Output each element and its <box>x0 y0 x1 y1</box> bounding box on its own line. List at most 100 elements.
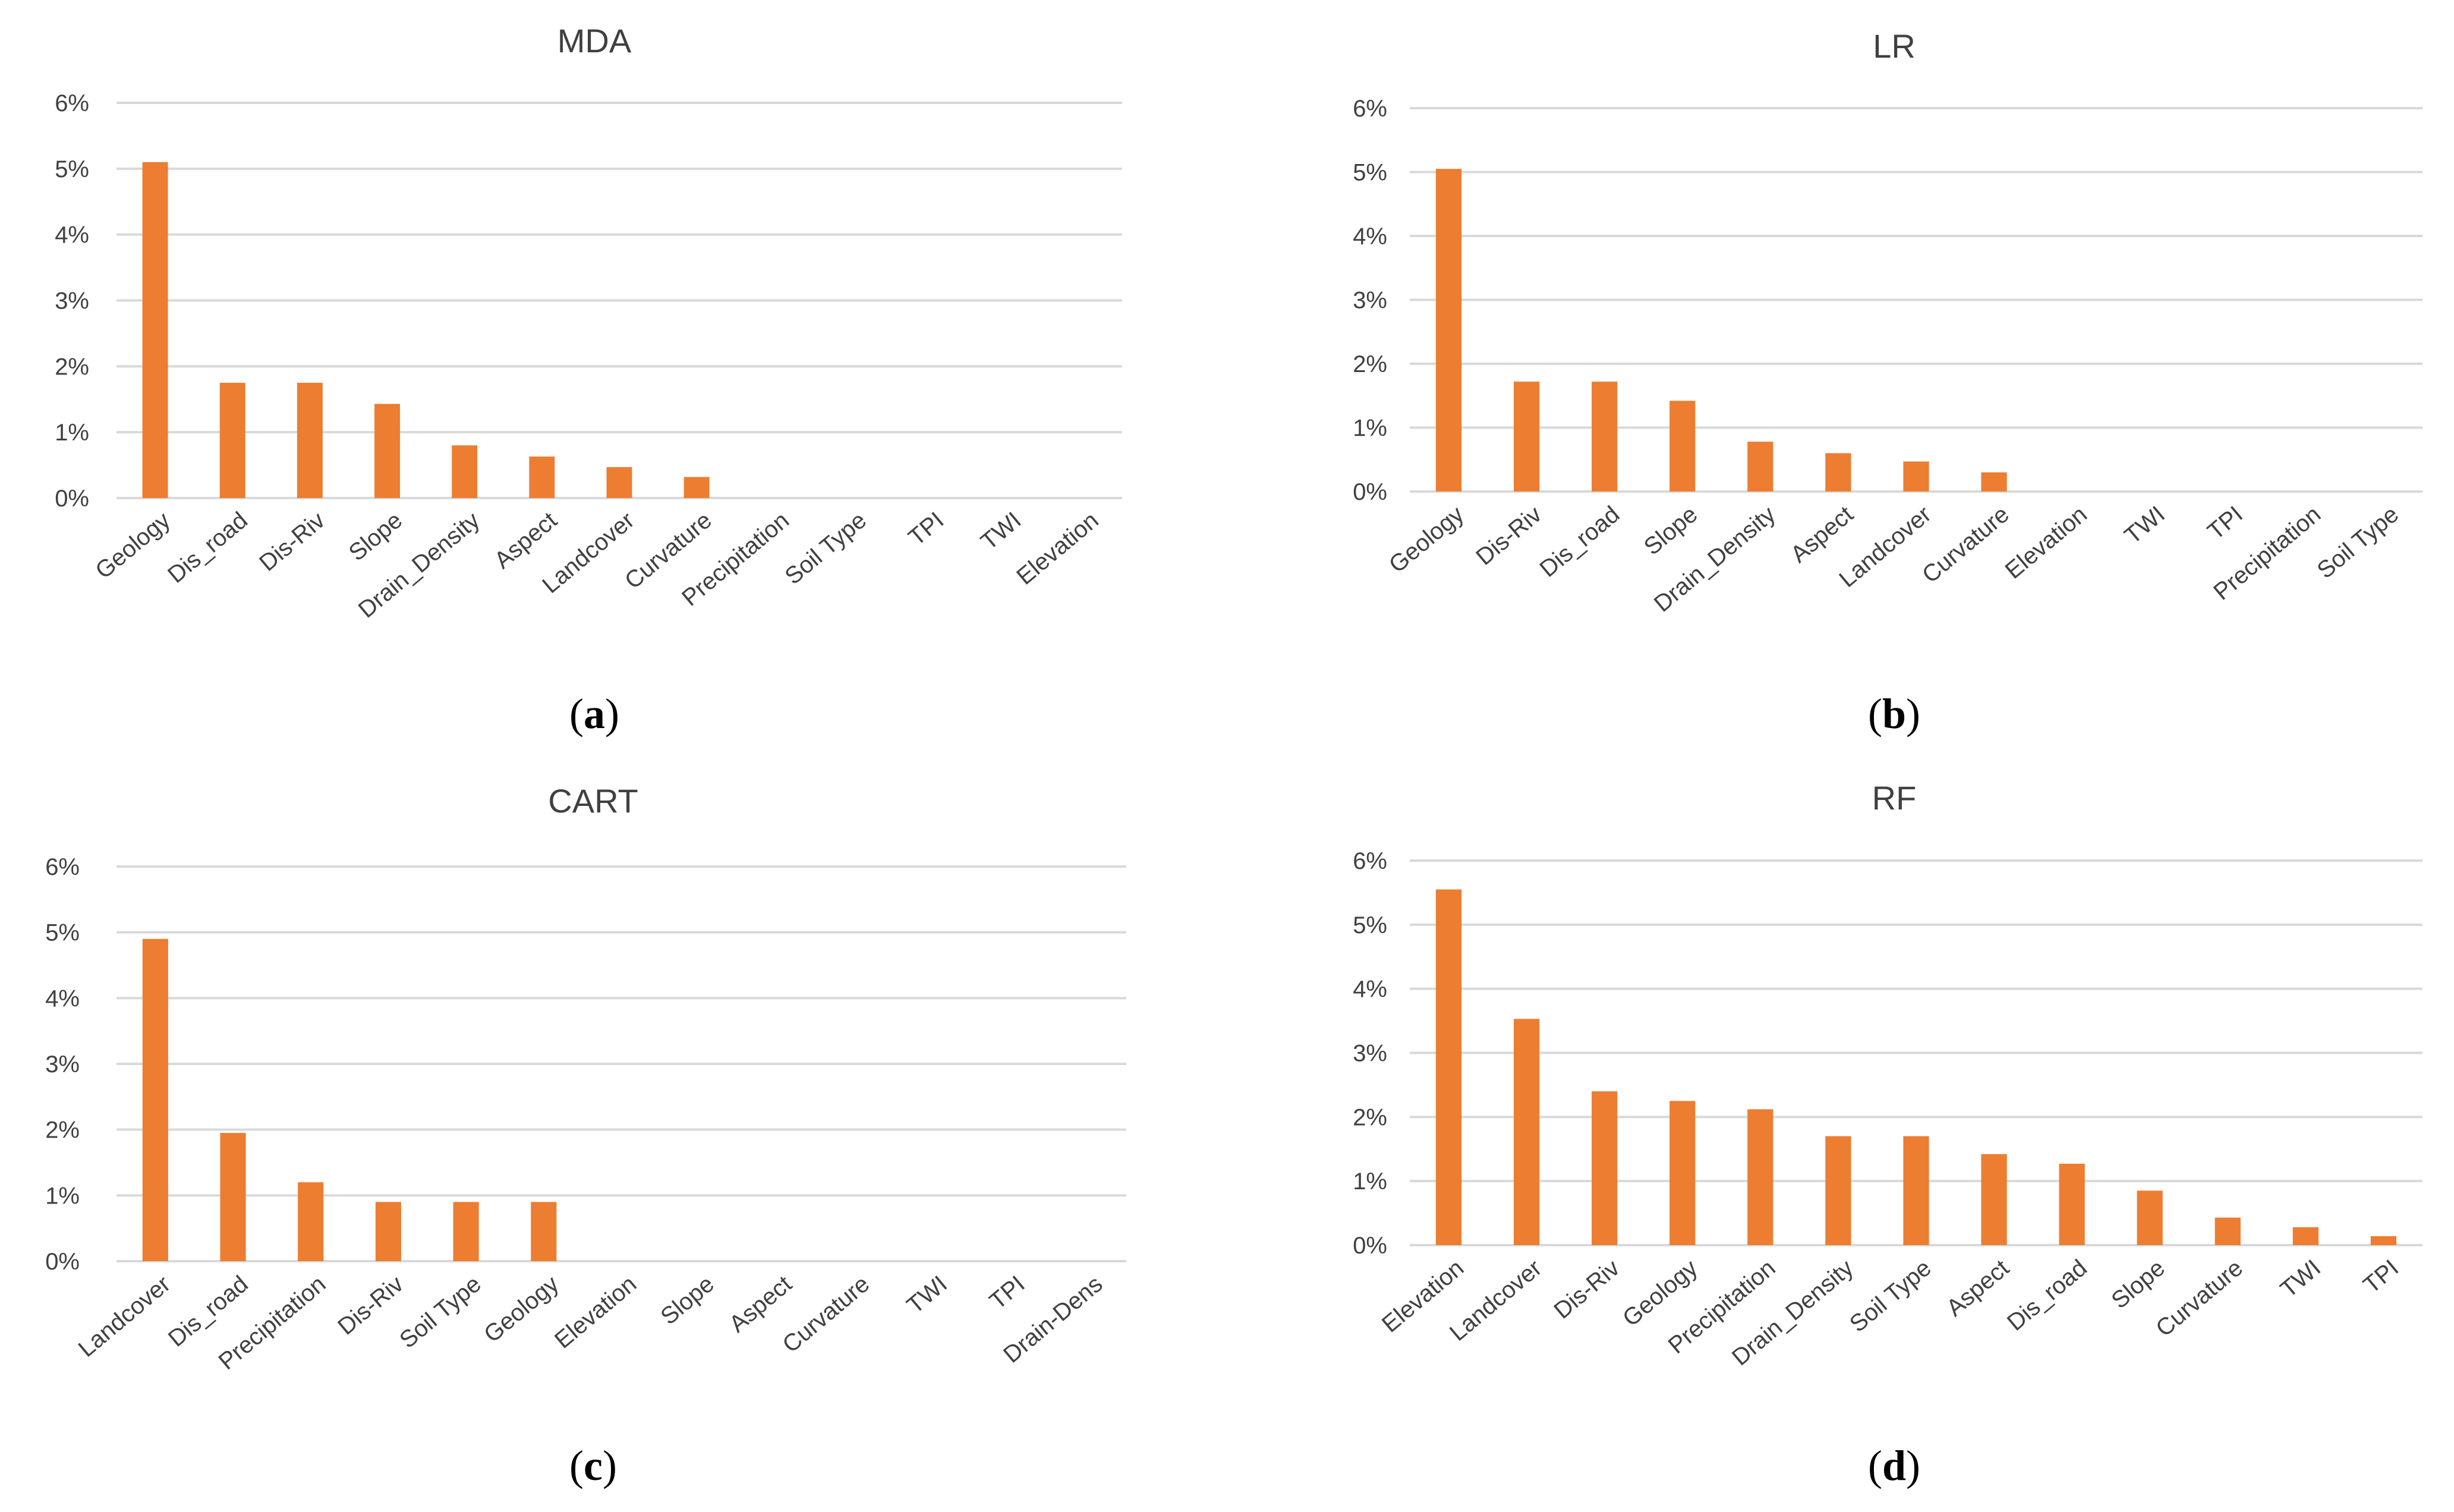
bar <box>298 1182 324 1261</box>
x-tick-label: Landcover <box>74 1271 175 1362</box>
x-tick-label: Curvature <box>1917 501 2014 588</box>
bar <box>1592 382 1618 492</box>
bar <box>2292 1227 2319 1245</box>
bar <box>531 1202 557 1261</box>
bar <box>142 162 168 498</box>
x-tick-label: Curvature <box>778 1271 875 1358</box>
y-tick-label: 2% <box>55 354 89 380</box>
y-tick-label: 0% <box>1353 479 1387 505</box>
x-tick-label: Dis_road <box>163 507 253 588</box>
x-tick-label: TPI <box>985 1271 1030 1315</box>
x-tick-label: Dis-Riv <box>1549 1255 1624 1324</box>
y-tick-label: 4% <box>55 222 89 248</box>
panel-label: (c) <box>569 1442 617 1489</box>
bar <box>1981 1154 2007 1245</box>
bar <box>1669 1101 1696 1245</box>
x-tick-label: Slope <box>1639 501 1703 560</box>
y-tick-label: 3% <box>45 1051 80 1078</box>
y-tick-label: 3% <box>1353 1041 1387 1067</box>
bar <box>374 404 401 498</box>
x-tick-label: Elevation <box>550 1271 641 1353</box>
x-tick-label: Slope <box>344 507 408 566</box>
x-tick-label: Soil Type <box>780 507 871 590</box>
bar <box>1435 169 1462 492</box>
bar <box>375 1202 401 1261</box>
bar <box>1747 442 1773 492</box>
x-tick-label: Dis-Riv <box>254 507 330 577</box>
y-tick-label: 1% <box>1353 415 1387 442</box>
panel-label: (a) <box>569 690 619 738</box>
y-tick-label: 1% <box>45 1183 80 1209</box>
x-tick-label: Aspect <box>490 507 562 574</box>
x-tick-label: Dis-Riv <box>1471 501 1546 571</box>
chart-title: LR <box>1873 27 1916 65</box>
panel-label: (d) <box>1868 1442 1920 1489</box>
x-tick-label: Geology <box>479 1271 563 1347</box>
bar <box>220 1133 246 1261</box>
y-tick-label: 1% <box>55 420 89 446</box>
x-tick-label: TWI <box>976 507 1026 555</box>
x-tick-label: Elevation <box>2001 501 2092 584</box>
bar <box>452 445 478 498</box>
x-tick-label: Curvature <box>2151 1255 2248 1342</box>
bar <box>683 477 710 498</box>
x-tick-label: Aspect <box>1942 1255 2014 1321</box>
y-tick-label: 4% <box>1353 976 1387 1003</box>
y-tick-label: 0% <box>1353 1233 1387 1259</box>
y-tick-label: 0% <box>45 1249 80 1275</box>
y-tick-label: 3% <box>55 288 89 314</box>
bar <box>1513 382 1540 492</box>
y-tick-label: 3% <box>1353 288 1387 314</box>
y-tick-label: 1% <box>1353 1168 1387 1195</box>
x-tick-label: TWI <box>902 1271 952 1319</box>
bar <box>2214 1217 2241 1245</box>
bar <box>606 467 632 498</box>
y-tick-label: 4% <box>45 985 80 1012</box>
x-tick-label: Slope <box>656 1271 719 1330</box>
bar <box>1592 1091 1618 1245</box>
y-tick-label: 6% <box>1353 96 1387 122</box>
x-tick-label: Aspect <box>724 1271 797 1337</box>
x-tick-label: TPI <box>2203 501 2248 545</box>
y-tick-label: 2% <box>1353 1104 1387 1130</box>
x-tick-label: TWI <box>2276 1255 2326 1303</box>
x-tick-label: TWI <box>2120 501 2170 549</box>
x-tick-label: Dis_road <box>1535 501 1625 582</box>
y-tick-label: 6% <box>45 854 80 880</box>
bar <box>2059 1164 2085 1245</box>
x-tick-label: Dis_road <box>2002 1255 2092 1336</box>
y-tick-label: 0% <box>55 486 89 512</box>
bar <box>142 938 168 1261</box>
x-tick-label: TPI <box>903 507 949 551</box>
x-tick-label: Soil Type <box>395 1271 486 1353</box>
x-tick-label: Dis-Riv <box>333 1271 408 1340</box>
bar <box>1903 1136 1929 1245</box>
bar <box>1825 453 1851 492</box>
y-tick-label: 5% <box>1353 160 1387 186</box>
bar <box>1513 1019 1540 1245</box>
y-tick-label: 5% <box>55 156 89 182</box>
bar <box>297 383 323 498</box>
chart-title: CART <box>548 782 638 820</box>
panel-label: (b) <box>1868 690 1920 738</box>
bar <box>1903 461 1929 492</box>
x-tick-label: Geology <box>1384 501 1469 578</box>
bar <box>2137 1190 2163 1245</box>
y-tick-label: 5% <box>45 920 80 946</box>
y-tick-label: 4% <box>1353 223 1387 250</box>
x-tick-label: Soil Type <box>1845 1255 1936 1337</box>
x-tick-label: Geology <box>90 507 175 584</box>
chart-cart: CART0%1%2%3%4%5%6%LandcoverDis_roadPreci… <box>45 782 1126 1489</box>
y-tick-label: 2% <box>45 1117 80 1144</box>
bar <box>1435 889 1462 1245</box>
bar <box>529 456 555 498</box>
y-tick-label: 2% <box>1353 351 1387 377</box>
bar <box>1981 472 2007 492</box>
y-tick-label: 5% <box>1353 912 1387 938</box>
x-tick-label: Aspect <box>1786 501 1858 568</box>
bar <box>1825 1136 1851 1245</box>
bar <box>453 1202 479 1261</box>
bar <box>1669 401 1696 492</box>
